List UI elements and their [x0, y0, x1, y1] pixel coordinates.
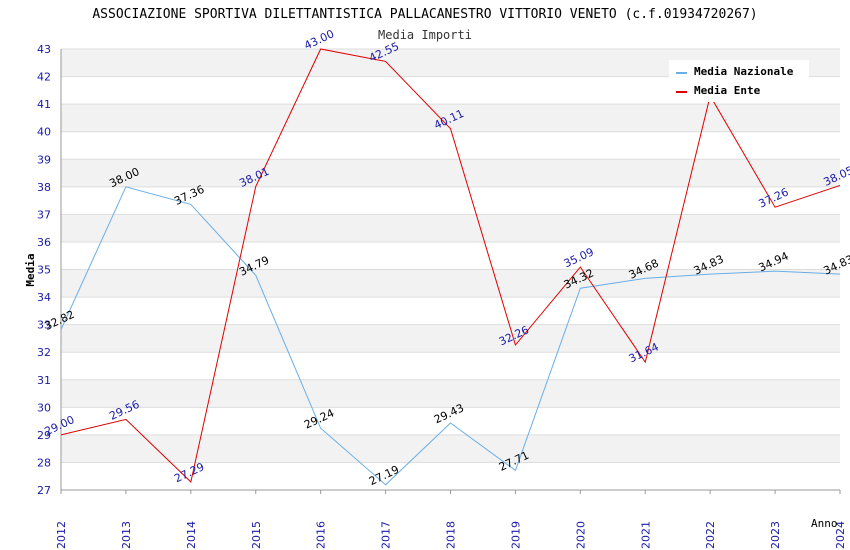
grid-band [61, 324, 840, 353]
grid-bands [61, 48, 840, 491]
grid-band [61, 407, 840, 435]
y-tick-label: 38 [37, 181, 51, 194]
x-tick-label: 2016 [315, 521, 328, 549]
x-axis-label: Anno [811, 517, 838, 530]
y-tick-label: 33 [37, 319, 51, 332]
x-tick-label: 2012 [55, 521, 68, 549]
grid-band [61, 241, 840, 270]
grid-band [61, 434, 840, 463]
chart-title: ASSOCIAZIONE SPORTIVA DILETTANTISTICA PA… [92, 7, 757, 22]
grid-band [61, 297, 840, 325]
legend: Media Nazionale Media Ente [669, 60, 809, 102]
grid-band [61, 131, 840, 160]
x-tick-label: 2014 [185, 521, 198, 549]
chart-subtitle: Media Importi [378, 28, 472, 42]
grid-band [61, 104, 840, 132]
y-axis-ticks: 27 28 29 30 31 32 33 34 35 36 37 38 39 40 41 42 43 [37, 43, 51, 497]
y-tick-label: 37 [37, 208, 51, 221]
y-tick-label: 42 [37, 71, 51, 84]
x-axis-ticks: 2012 2013 2014 2015 2016 2017 2018 2019 2020 2021… [55, 490, 847, 549]
grid-band [61, 352, 840, 380]
grid-band [61, 214, 840, 242]
y-tick-label: 41 [37, 98, 51, 111]
x-tick-label: 2013 [120, 521, 133, 549]
y-tick-label: 35 [37, 264, 51, 277]
y-tick-label: 31 [37, 374, 51, 387]
legend-label-ente: Media Ente [694, 84, 761, 97]
y-tick-label: 30 [37, 401, 51, 414]
x-tick-label: 2022 [704, 521, 717, 549]
y-tick-label: 39 [37, 153, 51, 166]
y-tick-label: 28 [37, 456, 51, 469]
x-tick-label: 2018 [445, 521, 458, 549]
series-line-media-nazionale [60, 186, 841, 486]
y-tick-label: 36 [37, 236, 51, 249]
y-tick-label: 29 [37, 429, 51, 442]
y-tick-label: 27 [37, 484, 51, 497]
legend-label-nazionale: Media Nazionale [694, 65, 794, 78]
y-tick-label: 32 [37, 346, 51, 359]
x-tick-label: 2020 [574, 521, 587, 549]
x-tick-label: 2017 [380, 521, 393, 549]
x-tick-label: 2015 [250, 521, 263, 549]
legend-box [669, 60, 809, 102]
grid-band [61, 462, 840, 490]
grid-band [61, 379, 840, 408]
y-tick-label: 40 [37, 126, 51, 139]
x-tick-label: 2019 [509, 521, 522, 549]
y-tick-label: 43 [37, 43, 51, 56]
y-tick-label: 34 [37, 291, 51, 304]
grid-band [61, 186, 840, 215]
x-tick-label: 2024 [834, 521, 847, 549]
y-axis-label: Media [24, 253, 37, 286]
x-tick-label: 2021 [639, 521, 652, 549]
grid-band [61, 159, 840, 187]
x-tick-label: 2023 [769, 521, 782, 549]
